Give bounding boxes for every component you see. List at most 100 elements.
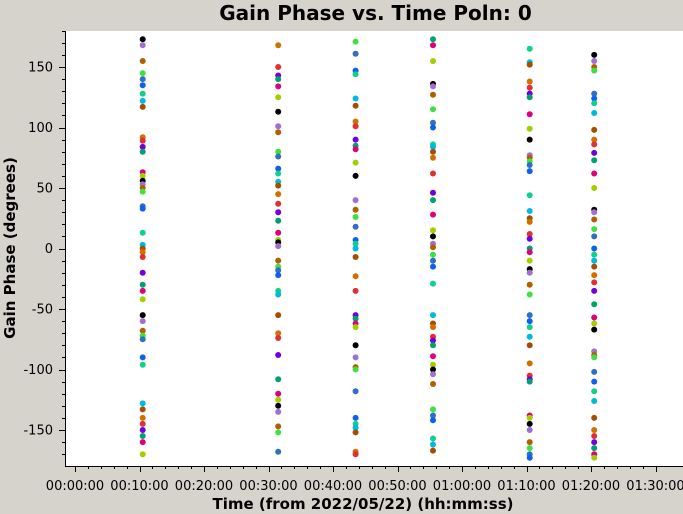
data-point [430, 361, 436, 368]
data-point [139, 229, 146, 236]
data-point [526, 78, 533, 85]
data-point [139, 205, 146, 212]
data-point [352, 273, 359, 280]
data-point [430, 435, 436, 442]
data-point [526, 333, 533, 340]
data-point [275, 108, 282, 115]
x-tick-label: 00:00:00 [46, 479, 104, 494]
data-point [352, 102, 359, 109]
data-point [139, 451, 146, 458]
y-tick-label: -50 [32, 303, 53, 318]
data-point [430, 371, 436, 378]
data-point [591, 257, 598, 264]
data-point [275, 352, 282, 358]
data-point [275, 200, 282, 207]
data-point [275, 123, 282, 130]
data-point [352, 172, 359, 179]
data-point [139, 36, 146, 43]
data-point [275, 330, 282, 337]
data-point [430, 119, 436, 126]
data-point [139, 103, 146, 110]
x-tick-label: 00:30:00 [239, 479, 297, 494]
data-point [275, 390, 282, 397]
data-point [352, 324, 359, 331]
data-point [139, 97, 146, 104]
data-point [275, 257, 282, 264]
x-tick-label: 00:20:00 [175, 479, 233, 494]
data-point [526, 125, 533, 132]
data-point [591, 279, 598, 286]
data-point [591, 454, 598, 461]
data-point [430, 148, 436, 155]
data-point [275, 170, 282, 177]
data-point [591, 58, 598, 64]
data-point [275, 448, 282, 455]
data-point [275, 64, 282, 70]
data-point [352, 136, 359, 143]
data-point [275, 148, 282, 155]
data-point [352, 159, 359, 166]
data-point [275, 83, 282, 90]
data-point [139, 82, 146, 89]
data-point [591, 110, 598, 116]
data-point [430, 280, 436, 287]
data-point [139, 143, 146, 150]
data-point [591, 245, 598, 252]
data-point [275, 402, 282, 409]
data-point [275, 291, 282, 298]
data-point [430, 353, 436, 360]
data-point [275, 272, 282, 279]
data-point [352, 429, 359, 436]
data-point [526, 269, 533, 276]
y-tick-label: 50 [36, 182, 53, 197]
data-point [275, 209, 282, 216]
x-tick-label: 01:20:00 [562, 479, 620, 494]
data-point [430, 251, 436, 258]
data-point [352, 50, 359, 57]
data-point [591, 233, 598, 240]
x-axis-label: Time (from 2022/05/22) (hh:mm:ss) [212, 495, 514, 513]
data-point [352, 451, 359, 458]
data-point [139, 76, 146, 83]
data-point [526, 84, 533, 91]
data-point [139, 312, 146, 319]
data-point [526, 61, 533, 68]
data-point [430, 337, 436, 344]
y-tick-label: 100 [28, 121, 53, 136]
data-point [591, 263, 598, 270]
data-point [139, 287, 146, 294]
data-point [591, 445, 598, 452]
data-point [139, 296, 146, 303]
data-point [352, 424, 359, 431]
data-point [275, 229, 282, 236]
data-point [275, 335, 282, 341]
data-point [430, 441, 436, 448]
data-point [526, 218, 533, 225]
data-point [352, 388, 359, 395]
data-point [591, 439, 598, 446]
data-point [430, 143, 436, 150]
data-point [526, 318, 533, 325]
data-point [591, 209, 598, 216]
data-point [526, 454, 533, 461]
x-tick-label: 00:50:00 [368, 479, 426, 494]
chart-title: Gain Phase vs. Time Poln: 0 [219, 1, 532, 25]
data-point [591, 326, 598, 333]
data-point [430, 244, 436, 251]
data-point [526, 291, 533, 298]
data-point [430, 417, 436, 424]
data-point [139, 42, 146, 49]
data-point [352, 287, 359, 294]
data-point [139, 281, 146, 288]
data-point [139, 439, 146, 446]
data-point [352, 38, 359, 45]
data-point [526, 208, 533, 214]
data-point [275, 408, 282, 415]
data-point [526, 111, 533, 118]
data-point [139, 148, 146, 155]
data-point [591, 67, 598, 74]
data-point [430, 124, 436, 131]
data-point [139, 361, 146, 368]
data-point [591, 126, 598, 133]
